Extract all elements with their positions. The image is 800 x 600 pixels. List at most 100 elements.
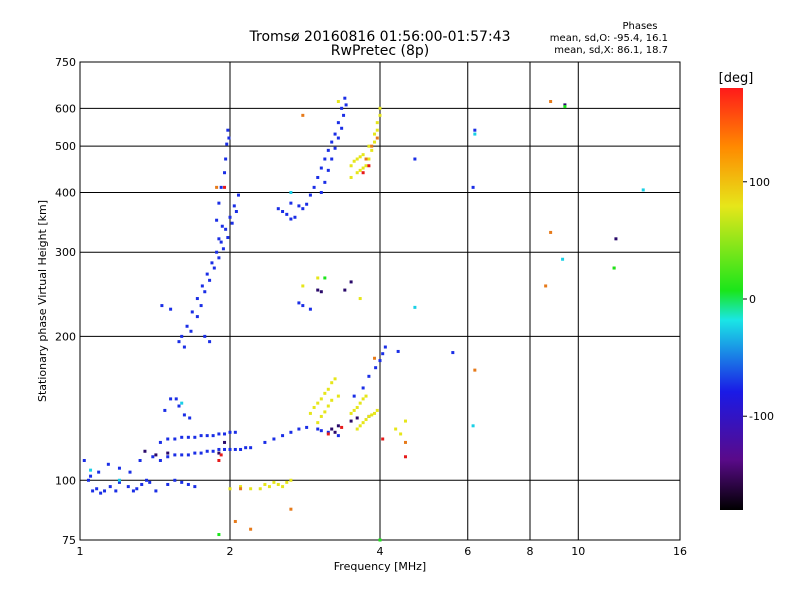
data-point — [258, 487, 262, 491]
data-point — [301, 113, 305, 117]
data-point — [228, 487, 232, 491]
y-tick-label: 100 — [55, 474, 76, 487]
data-point — [82, 458, 86, 462]
data-point — [375, 121, 379, 125]
data-point — [220, 224, 224, 228]
data-point — [212, 266, 216, 270]
data-point — [370, 413, 374, 417]
data-point — [185, 324, 189, 328]
data-point — [361, 386, 365, 390]
data-point — [89, 474, 93, 478]
data-point — [308, 307, 312, 311]
data-point — [223, 440, 227, 444]
data-point — [228, 430, 232, 434]
data-point — [166, 451, 170, 455]
data-point — [217, 458, 221, 462]
data-point — [355, 157, 359, 161]
data-point — [301, 207, 305, 211]
data-point — [355, 405, 359, 409]
data-point — [205, 449, 209, 453]
colorbar-ticks: 100 0 -100 — [743, 176, 774, 423]
data-point — [330, 140, 334, 144]
data-point — [117, 480, 121, 484]
data-point — [367, 414, 371, 418]
data-point — [205, 272, 209, 276]
data-point — [336, 136, 340, 140]
data-point — [330, 427, 334, 431]
data-point — [182, 345, 186, 349]
data-point — [163, 408, 167, 412]
data-point — [217, 447, 221, 451]
data-point — [193, 451, 197, 455]
data-point — [352, 394, 356, 398]
data-point — [326, 387, 330, 391]
data-point — [349, 175, 353, 179]
data-point — [103, 489, 107, 493]
data-point — [221, 247, 225, 251]
data-point — [378, 359, 382, 363]
data-point — [233, 430, 237, 434]
data-point — [336, 394, 340, 398]
data-point — [316, 427, 320, 431]
data-point — [236, 193, 240, 197]
data-point — [316, 421, 320, 425]
data-point — [217, 201, 221, 205]
data-point — [189, 329, 193, 333]
y-tick-label: 400 — [55, 186, 76, 199]
data-point — [308, 411, 312, 415]
data-point — [205, 434, 209, 438]
data-point — [217, 237, 221, 241]
data-point — [276, 207, 280, 211]
data-point — [148, 480, 152, 484]
data-point — [373, 140, 377, 144]
data-point — [151, 455, 155, 459]
data-point — [276, 482, 280, 486]
data-point — [403, 440, 407, 444]
data-point — [375, 128, 379, 132]
data-point — [316, 175, 320, 179]
data-point — [319, 429, 323, 433]
data-point — [158, 458, 162, 462]
data-point — [326, 430, 330, 434]
data-point — [230, 221, 234, 225]
data-point — [173, 437, 177, 441]
data-point — [342, 113, 346, 117]
data-point — [297, 301, 301, 305]
data-point — [305, 425, 309, 429]
data-point — [336, 434, 340, 438]
data-point — [223, 171, 227, 175]
data-point — [413, 157, 417, 161]
data-point — [381, 437, 385, 441]
data-point — [561, 257, 565, 261]
data-point — [326, 148, 330, 152]
data-point — [217, 451, 221, 455]
data-point — [219, 185, 223, 189]
data-point — [169, 397, 173, 401]
data-point — [211, 434, 215, 438]
y-axis-ticks: 75 100 200 300 400 500 600 750 — [55, 56, 76, 547]
data-point — [367, 157, 371, 161]
data-point — [225, 142, 229, 146]
data-point — [180, 453, 184, 457]
data-point — [297, 427, 301, 431]
data-point — [117, 466, 121, 470]
data-point — [473, 128, 477, 132]
data-point — [285, 480, 289, 484]
data-point — [228, 447, 232, 451]
data-point — [336, 100, 340, 104]
data-point — [396, 349, 400, 353]
data-point — [138, 458, 142, 462]
data-point — [219, 453, 223, 457]
data-point — [378, 106, 382, 110]
data-point — [143, 449, 147, 453]
data-point — [344, 103, 348, 107]
data-point — [223, 432, 227, 436]
data-point — [336, 121, 340, 125]
data-point — [373, 132, 377, 136]
data-point — [223, 447, 227, 451]
data-point — [549, 100, 553, 104]
data-point — [244, 446, 248, 450]
data-point — [343, 288, 347, 292]
data-point — [451, 351, 455, 355]
data-point — [340, 126, 344, 130]
